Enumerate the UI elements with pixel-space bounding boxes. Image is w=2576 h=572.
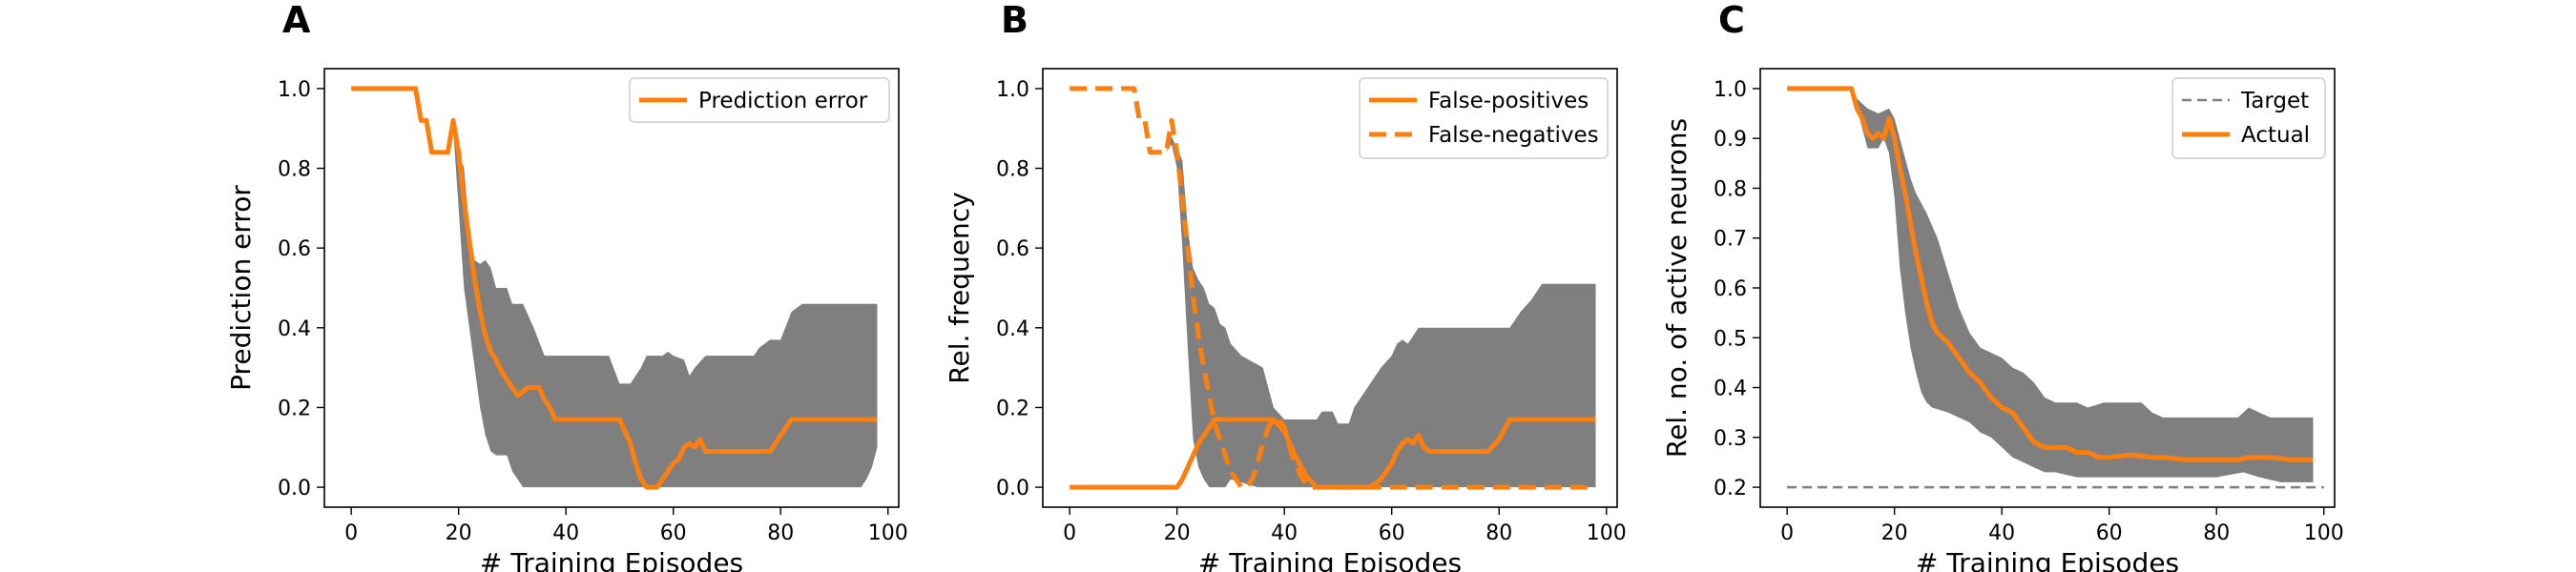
x-tick-label: 100 xyxy=(2304,521,2344,545)
y-tick-label: 0.6 xyxy=(996,237,1029,261)
y-tick-label: 0.3 xyxy=(1714,427,1747,451)
x-tick-label: 80 xyxy=(767,521,794,545)
legend-entry: False-positives xyxy=(1428,89,1589,113)
legend-entry: False-negatives xyxy=(1428,123,1599,148)
panel-c: 0 20 40 60 80 100 0.2 0.3 0.4 0.5 0.6 0.7 0.8 0.9 1.0 #… xyxy=(1661,0,2344,572)
x-tick-label: 100 xyxy=(1587,521,1627,545)
x-axis-label: # Training Episodes xyxy=(1916,547,2179,572)
plot-frame xyxy=(323,68,900,508)
y-axis-label: Rel. no. of active neurons xyxy=(1661,118,1693,458)
panel-a: 0 20 40 60 80 100 0.0 0.2 0.4 0.6 0.8 1.0 # Training… xyxy=(225,0,908,572)
series-line-prediction-error xyxy=(351,86,878,490)
y-tick-label: 0.6 xyxy=(1714,277,1747,301)
x-tick-label: 60 xyxy=(1379,521,1405,545)
plot-area xyxy=(1070,86,1596,490)
x-tick-label: 60 xyxy=(660,521,687,545)
y-tick-label: 0.2 xyxy=(1714,477,1747,500)
x-tick-label: 0 xyxy=(1780,521,1794,545)
y-tick-label: 0.5 xyxy=(1714,327,1747,351)
panel-letter: B xyxy=(1001,0,1028,41)
y-tick-label: 0.4 xyxy=(278,317,311,341)
series-line-actual xyxy=(1787,86,2314,462)
y-tick-label: 0.8 xyxy=(996,158,1029,182)
y-tick-label: 1.0 xyxy=(1714,78,1747,102)
plot-frame xyxy=(1042,68,1618,508)
x-tick-label: 0 xyxy=(1063,521,1076,545)
x-tick-label: 20 xyxy=(1881,521,1908,545)
panel-b: 0 20 40 60 80 100 0.0 0.2 0.4 0.6 0.8 1.0 # Training… xyxy=(944,0,1627,572)
plot-area xyxy=(351,86,878,490)
x-tick-label: 80 xyxy=(1485,521,1512,545)
y-axis-label: Rel. frequency xyxy=(944,192,975,383)
legend-box xyxy=(629,77,890,123)
y-tick-label: 0.8 xyxy=(1714,177,1747,201)
plot-area xyxy=(1787,86,2324,489)
legend: Prediction error xyxy=(629,77,890,123)
x-tick-label: 40 xyxy=(552,521,579,545)
y-tick-label: 0.0 xyxy=(278,477,311,500)
legend-entry: Actual xyxy=(2241,123,2310,148)
panel-letter: A xyxy=(282,0,311,41)
x-tick-label: 100 xyxy=(868,521,908,545)
x-tick-label: 60 xyxy=(2096,521,2123,545)
series-line-false-negatives xyxy=(1070,86,1596,490)
legend: False-positives False-negatives xyxy=(1359,77,1609,159)
variability-band xyxy=(1166,136,1596,488)
panel-letter: C xyxy=(1718,0,1745,41)
y-axis-label: Prediction error xyxy=(225,185,257,391)
x-tick-label: 80 xyxy=(2203,521,2230,545)
x-axis-label: # Training Episodes xyxy=(1198,547,1462,572)
y-tick-label: 1.0 xyxy=(996,78,1029,102)
legend-box xyxy=(1359,77,1609,159)
variability-band xyxy=(351,88,878,488)
legend-entry: Target xyxy=(2240,89,2309,113)
variability-band xyxy=(1787,88,2314,482)
x-tick-label: 20 xyxy=(1164,521,1191,545)
y-tick-label: 0.4 xyxy=(1714,378,1747,401)
x-tick-label: 0 xyxy=(344,521,358,545)
y-tick-label: 0.8 xyxy=(278,158,311,182)
legend-box xyxy=(2171,77,2326,159)
y-tick-label: 0.2 xyxy=(278,397,311,420)
x-tick-label: 40 xyxy=(1988,521,2015,545)
legend-entry: Prediction error xyxy=(698,89,868,113)
y-tick-label: 0.6 xyxy=(278,237,311,261)
y-tick-label: 0.0 xyxy=(996,477,1029,500)
y-tick-label: 1.0 xyxy=(278,78,311,102)
y-tick-label: 0.4 xyxy=(996,317,1029,341)
y-tick-label: 0.9 xyxy=(1714,128,1747,152)
x-tick-label: 40 xyxy=(1271,521,1298,545)
y-tick-label: 0.2 xyxy=(996,397,1029,420)
y-tick-label: 0.7 xyxy=(1714,228,1747,252)
legend: Target Actual xyxy=(2171,77,2326,159)
x-axis-label: # Training Episodes xyxy=(480,547,743,572)
x-tick-label: 20 xyxy=(446,521,472,545)
